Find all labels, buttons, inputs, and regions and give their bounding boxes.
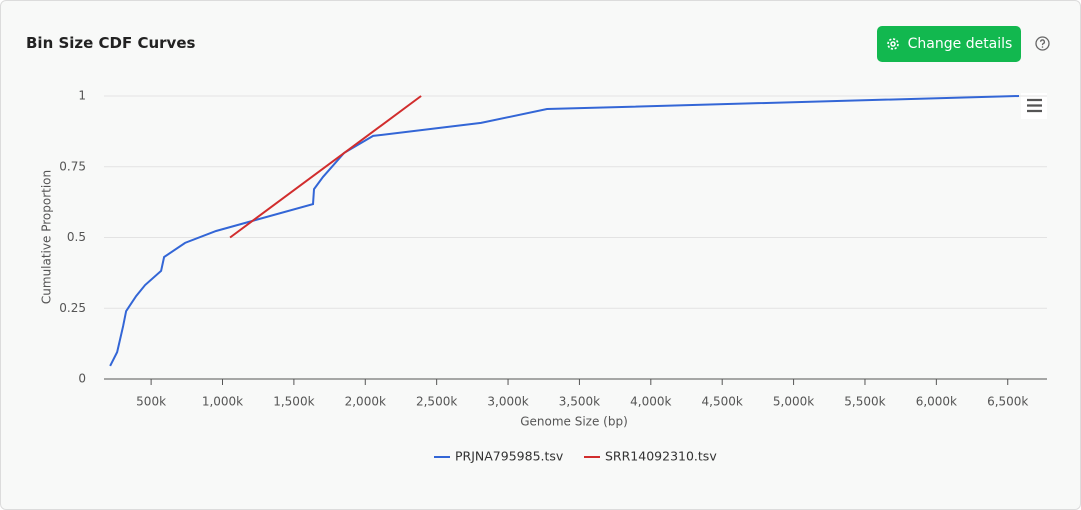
y-tick-label: 0.25 <box>59 301 86 315</box>
x-tick-label: 3,500k <box>559 395 600 409</box>
x-tick-label: 6,500k <box>987 395 1028 409</box>
help-icon[interactable] <box>1035 36 1050 51</box>
x-tick-label: 5,000k <box>773 395 814 409</box>
menu-icon <box>1027 98 1042 113</box>
legend-label: PRJNA795985.tsv <box>455 449 564 464</box>
x-tick-label: 3,000k <box>487 395 528 409</box>
change-details-button[interactable]: Change details <box>877 26 1021 62</box>
x-tick-label: 5,500k <box>844 395 885 409</box>
x-tick-label: 4,000k <box>630 395 671 409</box>
legend-label: SRR14092310.tsv <box>605 449 717 464</box>
series-line <box>229 95 422 239</box>
x-tick-label: 2,000k <box>345 395 386 409</box>
x-tick-label: 6,000k <box>916 395 957 409</box>
y-axis-title: Cumulative Proportion <box>40 170 54 304</box>
y-tick-label: 1 <box>78 89 86 103</box>
x-tick-label: 4,500k <box>702 395 743 409</box>
x-axis-title: Genome Size (bp) <box>520 415 628 429</box>
x-tick-label: 500k <box>136 395 166 409</box>
y-tick-label: 0 <box>78 372 86 386</box>
y-tick-label: 0.5 <box>67 230 86 244</box>
y-tick-label: 0.75 <box>59 159 86 173</box>
card-title: Bin Size CDF Curves <box>26 34 196 52</box>
series-line <box>109 95 1020 367</box>
x-tick-label: 2,500k <box>416 395 457 409</box>
button-label: Change details <box>907 36 1013 52</box>
x-tick-label: 1,000k <box>202 395 243 409</box>
x-tick-label: 1,500k <box>273 395 314 409</box>
gear-icon <box>886 38 899 50</box>
